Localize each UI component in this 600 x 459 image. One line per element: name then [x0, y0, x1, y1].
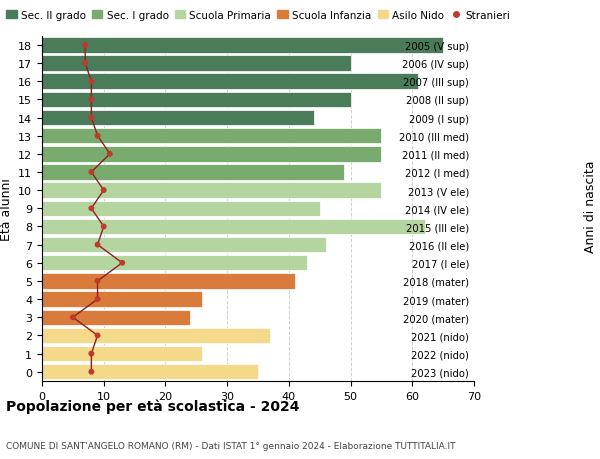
Point	[86, 350, 96, 358]
Point	[80, 60, 90, 67]
Point	[86, 169, 96, 176]
Point	[86, 96, 96, 104]
Y-axis label: Età alunni: Età alunni	[0, 178, 13, 240]
Point	[93, 241, 103, 249]
Bar	[42, 364, 258, 380]
Bar	[42, 274, 295, 289]
Text: COMUNE DI SANT'ANGELO ROMANO (RM) - Dati ISTAT 1° gennaio 2024 - Elaborazione TU: COMUNE DI SANT'ANGELO ROMANO (RM) - Dati…	[6, 441, 455, 450]
Point	[86, 205, 96, 213]
Point	[86, 368, 96, 375]
Point	[99, 223, 109, 230]
Bar	[42, 56, 350, 72]
Text: Anni di nascita: Anni di nascita	[584, 160, 598, 253]
Point	[93, 278, 103, 285]
Bar	[42, 183, 382, 198]
Point	[86, 78, 96, 86]
Bar	[42, 219, 425, 235]
Bar	[42, 111, 314, 126]
Point	[80, 42, 90, 50]
Bar	[42, 38, 443, 54]
Bar	[42, 147, 382, 162]
Point	[86, 115, 96, 122]
Legend: Sec. II grado, Sec. I grado, Scuola Primaria, Scuola Infanzia, Asilo Nido, Stran: Sec. II grado, Sec. I grado, Scuola Prim…	[2, 6, 514, 25]
Bar	[42, 346, 202, 362]
Bar	[42, 129, 382, 144]
Bar	[42, 310, 190, 325]
Bar	[42, 201, 320, 217]
Bar	[42, 92, 350, 108]
Bar	[42, 292, 202, 307]
Bar	[42, 165, 344, 180]
Bar	[42, 328, 271, 343]
Text: Popolazione per età scolastica - 2024: Popolazione per età scolastica - 2024	[6, 398, 299, 413]
Bar	[42, 237, 326, 253]
Point	[118, 259, 127, 267]
Point	[93, 332, 103, 339]
Point	[105, 151, 115, 158]
Point	[93, 296, 103, 303]
Bar	[42, 74, 418, 90]
Bar	[42, 256, 307, 271]
Point	[99, 187, 109, 195]
Point	[68, 314, 77, 321]
Point	[93, 133, 103, 140]
